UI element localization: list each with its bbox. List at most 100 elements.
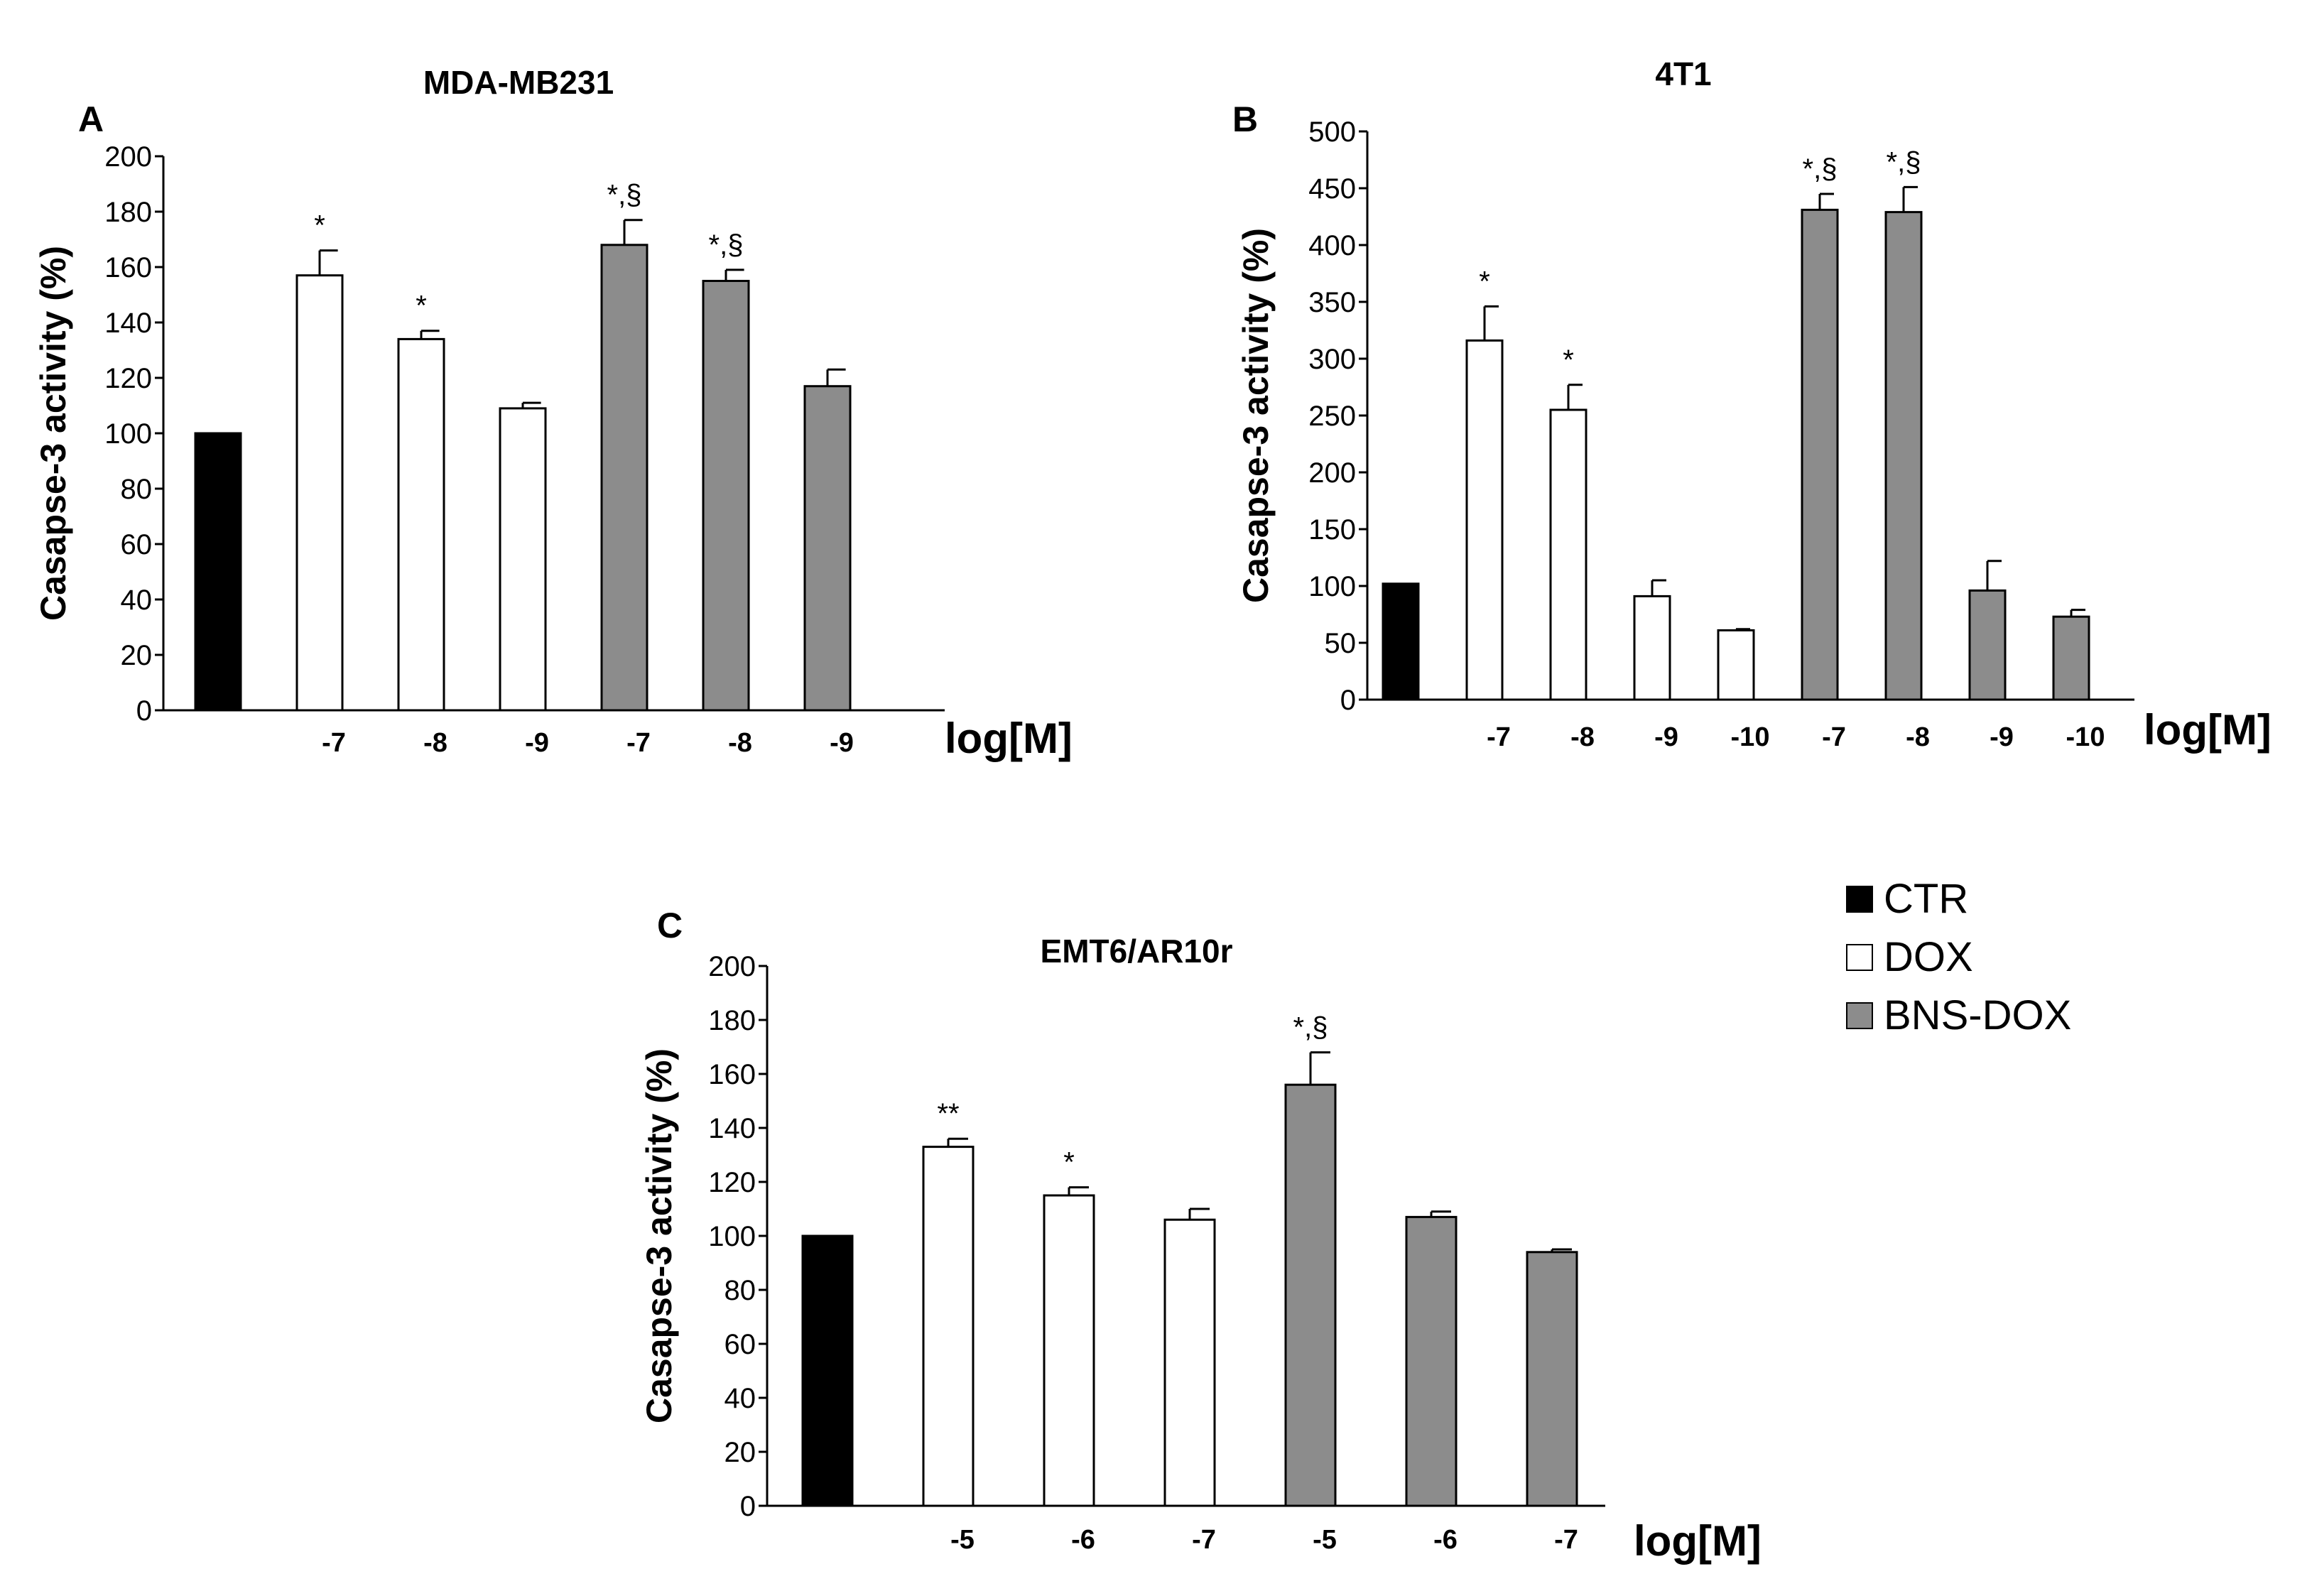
bar [1549, 408, 1588, 701]
significance-annotation: *,§ [1887, 146, 1921, 178]
x-axis-unit-label: log[M] [2144, 706, 2272, 754]
bar [702, 280, 750, 712]
bar [397, 337, 445, 712]
x-tick-label: -8 [1906, 722, 1930, 752]
y-tick-label: 80 [724, 1275, 756, 1306]
y-tick-label: 500 [1308, 116, 1356, 148]
chart-title: EMT6/AR10r [1041, 933, 1233, 970]
legend-label-ctr: CTR [1884, 876, 1968, 922]
x-tick-label: -5 [1313, 1525, 1337, 1555]
bar [1526, 1251, 1578, 1507]
significance-annotation: * [416, 291, 427, 322]
x-tick-label: -6 [1433, 1525, 1458, 1555]
x-tick-label: -7 [626, 728, 651, 758]
y-tick-label: 40 [724, 1383, 756, 1414]
legend: CTR DOX BNS-DOX [1846, 876, 2071, 1038]
bar [1043, 1194, 1095, 1507]
bar [1633, 595, 1671, 701]
legend-swatch-ctr [1846, 886, 1873, 913]
y-tick-label: 250 [1308, 401, 1356, 432]
legend-swatch-dox [1846, 944, 1873, 971]
x-tick-label: -8 [1570, 722, 1595, 752]
x-tick-label: -10 [1731, 722, 1770, 752]
bar [803, 385, 852, 712]
significance-annotation: * [1063, 1147, 1075, 1178]
y-tick-label: 100 [1308, 571, 1356, 602]
x-tick-label: -7 [322, 728, 346, 758]
chart-title: MDA-MB231 [423, 64, 614, 101]
legend-label-bns-dox: BNS-DOX [1884, 992, 2071, 1038]
significance-annotation: * [1563, 344, 1574, 376]
x-tick-label: -8 [728, 728, 752, 758]
significance-annotation: *,§ [1803, 153, 1838, 185]
significance-annotation: *,§ [607, 180, 642, 211]
panel-b-chart: 4T1 B 0 50 100 150 200 250 300 350 400 450 500 Casaps… [1232, 55, 2272, 754]
x-tick-label: -9 [830, 728, 854, 758]
bar [499, 407, 547, 712]
y-tick-label: 20 [121, 640, 153, 671]
x-tick-label: -8 [423, 728, 447, 758]
significance-annotation: *,§ [709, 229, 744, 261]
x-tick-label: -7 [1822, 722, 1846, 752]
bar [600, 244, 648, 712]
y-tick-label: 50 [1325, 628, 1357, 659]
x-tick-label: -5 [950, 1525, 975, 1555]
x-axis-unit-label: log[M] [1634, 1517, 1762, 1565]
legend-swatch-bns-dox [1846, 1002, 1873, 1029]
x-tick-label: -7 [1192, 1525, 1216, 1555]
y-tick-label: 60 [121, 529, 153, 560]
panel-letter: C [657, 906, 683, 945]
y-tick-label: 160 [104, 252, 152, 283]
panel-letter: A [78, 99, 104, 139]
x-tick-label: -7 [1554, 1525, 1578, 1555]
y-tick-label: 40 [121, 585, 153, 616]
y-tick-label: 140 [708, 1113, 756, 1144]
x-tick-label: -9 [1654, 722, 1678, 752]
y-axis-label: Casapse-3 activity (%) [33, 246, 73, 621]
y-tick-label: 150 [1308, 514, 1356, 545]
x-tick-label: -7 [1487, 722, 1511, 752]
bar [1163, 1218, 1216, 1507]
panel-a-chart: MDA-MB231 A 0 20 40 60 80 100 120 140 160 180 200 Cas… [33, 64, 1073, 762]
y-axis-label: Casapse-3 activity (%) [1236, 228, 1276, 603]
y-tick-label: 0 [136, 695, 152, 727]
panel-letter: B [1232, 99, 1258, 139]
y-tick-label: 20 [724, 1437, 756, 1468]
significance-annotation: *,§ [1293, 1012, 1328, 1043]
bar [295, 274, 344, 712]
y-tick-label: 200 [104, 141, 152, 173]
y-tick-label: 0 [1340, 685, 1356, 716]
y-tick-label: 120 [708, 1167, 756, 1198]
bar [194, 432, 242, 712]
significance-annotation: ** [937, 1098, 959, 1129]
bar [1382, 582, 1420, 701]
y-axis-label: Casapse-3 activity (%) [639, 1048, 679, 1423]
x-tick-label: -6 [1071, 1525, 1095, 1555]
y-tick-label: 200 [708, 951, 756, 982]
y-tick-label: 140 [104, 308, 152, 339]
bar [1405, 1215, 1458, 1507]
panel-c-chart: EMT6/AR10r C 0 20 40 60 80 100 120 140 160 180 200 Ca… [639, 906, 1762, 1565]
y-tick-label: 160 [708, 1059, 756, 1090]
x-tick-label: -9 [1990, 722, 2014, 752]
y-tick-label: 100 [708, 1221, 756, 1252]
bar [922, 1146, 975, 1507]
y-tick-label: 400 [1308, 230, 1356, 261]
x-axis-unit-label: log[M] [945, 715, 1073, 762]
bar [1465, 339, 1504, 701]
y-tick-label: 0 [740, 1491, 756, 1522]
significance-annotation: * [314, 210, 325, 241]
chart-title: 4T1 [1655, 55, 1711, 92]
y-tick-label: 100 [104, 418, 152, 450]
bar [801, 1234, 854, 1507]
y-tick-label: 350 [1308, 287, 1356, 318]
y-tick-label: 450 [1308, 173, 1356, 205]
x-tick-label: -10 [2066, 722, 2105, 752]
bar [1717, 629, 1755, 701]
y-tick-label: 120 [104, 363, 152, 394]
y-tick-label: 200 [1308, 457, 1356, 489]
y-tick-label: 300 [1308, 344, 1356, 375]
y-tick-label: 80 [121, 474, 153, 505]
